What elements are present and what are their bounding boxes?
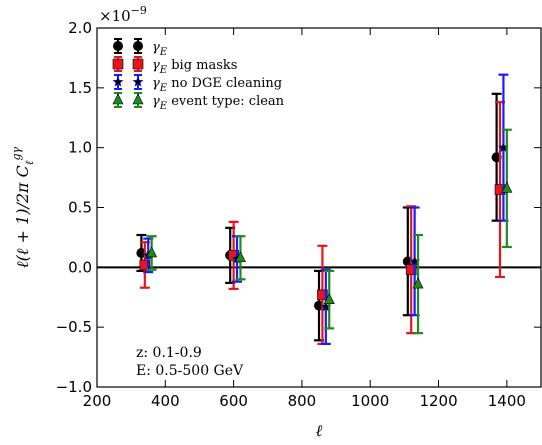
legend-marker xyxy=(133,41,143,51)
x-tick-label: 600 xyxy=(219,392,248,410)
y-tick-label: 1.0 xyxy=(68,139,92,157)
y-axis-label-main: ℓ(ℓ + 1)/2π C xyxy=(13,165,32,268)
x-tick-label: 1400 xyxy=(488,392,526,410)
legend-label-main: γ xyxy=(152,58,160,73)
annotation-redshift: z: 0.1-0.9 xyxy=(136,345,202,361)
series-2 xyxy=(139,101,506,346)
data-point xyxy=(405,264,417,276)
legend-label-sub: E xyxy=(159,47,168,58)
legend-label-main: γ xyxy=(152,76,160,91)
y-axis-label: ℓ(ℓ + 1)/2π Cℓgγ xyxy=(10,146,36,268)
legend-marker xyxy=(132,93,144,105)
data-point xyxy=(234,251,246,263)
legend-label: γE xyxy=(152,40,168,58)
data-point xyxy=(323,292,335,304)
data-layer xyxy=(136,73,513,346)
y-tick-label: 0.0 xyxy=(68,258,92,276)
x-tick-label: 200 xyxy=(83,392,112,410)
series-4 xyxy=(146,128,513,335)
legend-label-sub: E xyxy=(159,65,168,76)
data-point xyxy=(317,289,328,301)
y-scale-exp: −9 xyxy=(131,4,147,17)
legend-marker xyxy=(112,93,124,105)
legend-label: γE big masks xyxy=(152,58,237,76)
legend-label-main: γ xyxy=(152,40,160,55)
data-point xyxy=(501,181,513,193)
y-scale-base: ×10 xyxy=(99,7,131,25)
x-tick-label: 800 xyxy=(288,392,317,410)
legend-marker xyxy=(132,76,144,87)
legend-label-rest: no DGE cleaning xyxy=(167,76,282,91)
data-point xyxy=(139,259,151,271)
legend-marker xyxy=(112,76,124,87)
x-tick-label: 1200 xyxy=(419,392,457,410)
y-tick-label: −0.5 xyxy=(56,318,92,336)
legend-label-rest: big masks xyxy=(167,58,237,73)
legend-label-sub: E xyxy=(159,101,168,112)
legend-entry-3: γE no DGE cleaning xyxy=(112,74,282,94)
x-tick-label: 400 xyxy=(151,392,180,410)
legend-label: γE event type: clean xyxy=(152,94,285,112)
legend-marker xyxy=(113,41,123,51)
legend-marker xyxy=(112,58,124,70)
legend-label-rest: event type: clean xyxy=(167,94,285,109)
data-point xyxy=(146,246,158,258)
y-axis-label-sup: gγ xyxy=(10,146,23,160)
series-3 xyxy=(142,73,509,346)
legend-entry-4: γE event type: clean xyxy=(112,92,285,112)
x-axis-label: ℓ xyxy=(316,421,323,440)
legend-marker xyxy=(132,58,144,70)
annotation-energy: E: 0.5-500 GeV xyxy=(136,363,244,379)
legend-entry-2: γE big masks xyxy=(112,56,237,76)
x-tick-label: 1000 xyxy=(351,392,389,410)
y-tick-label: −1.0 xyxy=(56,378,92,396)
y-tick-label: 1.5 xyxy=(68,79,92,97)
ticks-layer: 200 400 600 800 1000 1200 1400 −1.0 −0.5 0.0 0.5 1.… xyxy=(56,19,541,410)
legend-label: γE no DGE cleaning xyxy=(152,76,282,94)
legend-label-main: γ xyxy=(152,94,160,109)
series-1 xyxy=(136,92,502,342)
data-point xyxy=(412,277,424,289)
y-scale-label: ×10−9 xyxy=(99,4,147,25)
y-tick-label: 2.0 xyxy=(68,19,92,37)
legend-entry-1: γE xyxy=(113,38,168,58)
legend-label-sub: E xyxy=(159,83,168,94)
y-axis-label-sub: ℓ xyxy=(23,160,36,165)
y-tick-label: 0.5 xyxy=(68,199,92,217)
